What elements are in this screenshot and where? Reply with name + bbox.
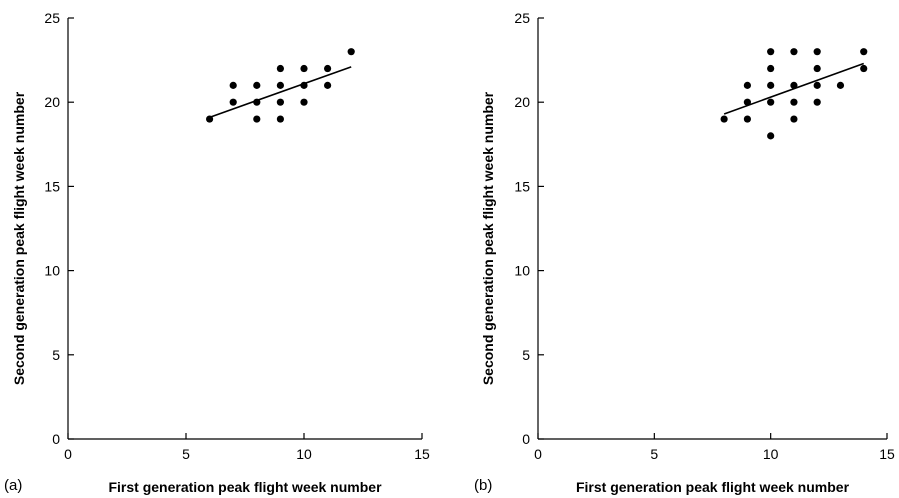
data-point — [720, 115, 728, 123]
data-point — [767, 48, 775, 56]
data-point — [324, 81, 332, 89]
data-point — [206, 115, 214, 123]
data-point — [300, 64, 308, 73]
y-axis-title: Second generation peak flight week numbe… — [11, 91, 27, 385]
y-tick-label: 10 — [514, 263, 530, 279]
data-point — [767, 98, 775, 106]
x-tick-label: 0 — [64, 446, 72, 462]
data-point — [276, 81, 284, 89]
x-tick-label: 15 — [414, 446, 430, 462]
y-tick-label: 15 — [44, 178, 60, 194]
data-point — [743, 115, 752, 123]
data-point — [836, 81, 845, 89]
panel-label: (a) — [4, 477, 22, 494]
data-point — [743, 81, 752, 89]
panel-a: 0 5 10 15 0 5 10 15 20 25 First generation peak fl… — [4, 10, 430, 495]
data-point — [860, 48, 868, 56]
data-point — [229, 98, 237, 106]
data-point — [276, 64, 284, 73]
data-point — [790, 48, 798, 56]
data-point — [229, 81, 237, 89]
data-point — [790, 115, 798, 123]
x-tick-label: 10 — [763, 446, 779, 462]
y-tick-label: 20 — [44, 94, 60, 110]
data-point — [813, 98, 821, 106]
y-tick-label: 25 — [514, 10, 530, 26]
panel-b: 0 5 10 15 0 5 10 15 20 25 First generation peak fl… — [474, 10, 895, 495]
data-point — [790, 98, 798, 106]
y-tick-label: 25 — [44, 10, 60, 26]
x-tick-label: 0 — [534, 446, 542, 462]
y-tick-label: 0 — [522, 431, 530, 447]
x-axis-title: First generation peak flight week number — [108, 479, 382, 495]
data-point — [253, 81, 261, 89]
y-tick-label: 5 — [522, 347, 530, 363]
data-point — [813, 48, 821, 56]
data-point — [767, 81, 775, 89]
data-point — [860, 64, 868, 73]
y-tick-label: 10 — [44, 263, 60, 279]
y-tick-label: 0 — [52, 431, 60, 447]
data-point — [324, 64, 332, 73]
data-point — [813, 64, 821, 73]
y-axis-title: Second generation peak flight week numbe… — [480, 91, 496, 385]
x-tick-label: 5 — [182, 446, 190, 462]
data-point — [347, 48, 355, 56]
data-point — [767, 64, 775, 73]
data-point — [276, 98, 284, 106]
trend-line — [209, 66, 352, 119]
panel-label: (b) — [474, 477, 492, 494]
data-point — [743, 98, 752, 106]
x-tick-label: 10 — [296, 446, 312, 462]
data-point — [253, 98, 261, 106]
data-point — [300, 98, 308, 106]
x-tick-label: 15 — [879, 446, 895, 462]
y-tick-label: 20 — [514, 94, 530, 110]
data-point — [276, 115, 284, 123]
data-point — [790, 81, 798, 89]
data-point — [767, 132, 775, 140]
x-tick-label: 5 — [650, 446, 658, 462]
y-tick-label: 5 — [52, 347, 60, 363]
data-point — [300, 81, 308, 89]
data-point — [253, 115, 261, 123]
data-point — [813, 81, 821, 89]
y-tick-label: 15 — [514, 178, 530, 194]
x-axis-title: First generation peak flight week number — [576, 479, 850, 495]
